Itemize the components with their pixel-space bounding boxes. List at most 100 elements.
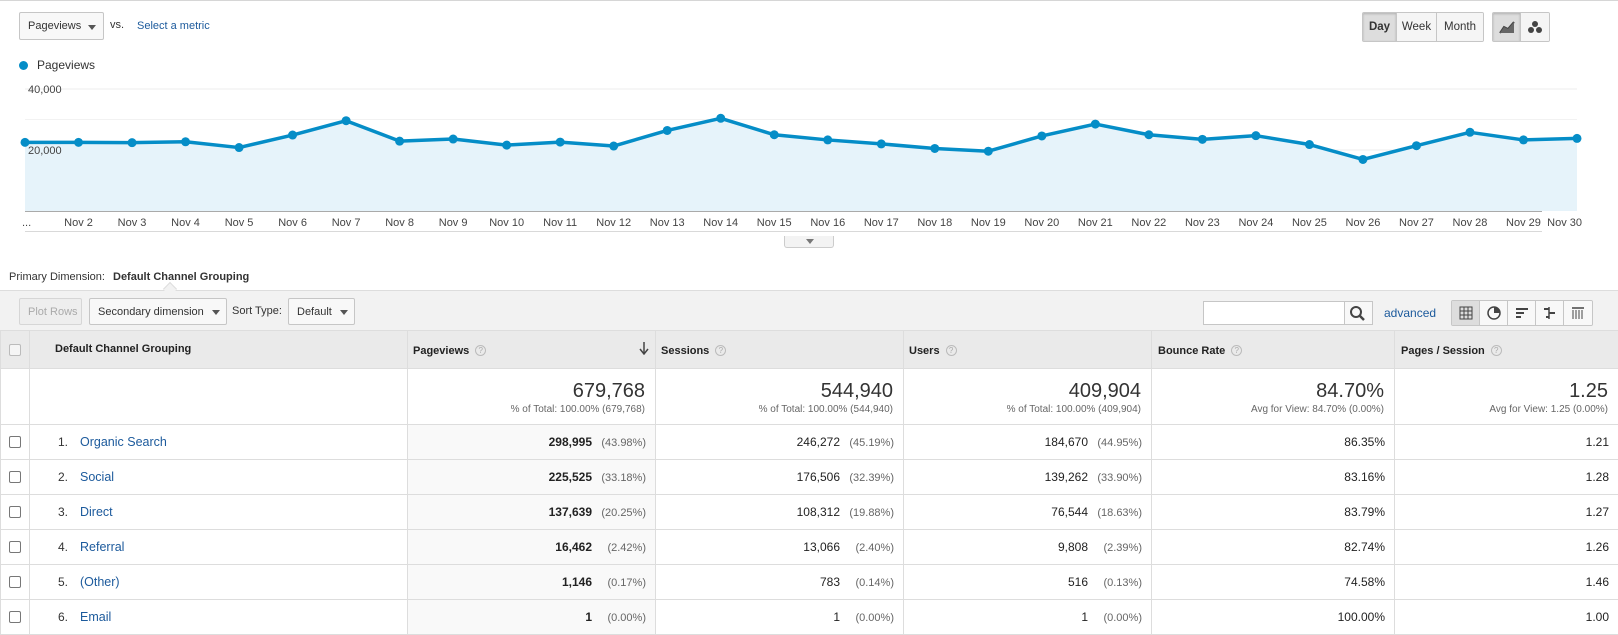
col-header-pageviews[interactable]: Pageviews?: [408, 331, 656, 369]
help-icon[interactable]: ?: [715, 345, 726, 356]
data-point: [181, 137, 190, 146]
month-button[interactable]: Month: [1437, 13, 1483, 41]
users-value: 139,262: [1045, 470, 1088, 484]
data-view-button[interactable]: [1452, 301, 1480, 325]
chart-type-toggle: [1492, 12, 1550, 42]
row-checkbox[interactable]: [9, 611, 21, 623]
data-point: [235, 143, 244, 152]
percentage-view-button[interactable]: [1480, 301, 1508, 325]
row-checkbox[interactable]: [9, 576, 21, 588]
data-point: [1305, 140, 1314, 149]
comparison-view-button[interactable]: [1536, 301, 1564, 325]
data-point: [770, 130, 779, 139]
total-sessions: 544,940: [656, 369, 903, 403]
pageviews-value: 225,525: [549, 470, 592, 484]
bounce-rate-value: 83.16%: [1344, 470, 1385, 484]
sessions-percent: (19.88%): [840, 507, 894, 519]
line-chart-button[interactable]: [1493, 13, 1521, 41]
sort-descending-icon[interactable]: [639, 342, 649, 355]
col-header-pages-session[interactable]: Pages / Session?: [1395, 331, 1618, 369]
data-point: [1358, 155, 1367, 164]
pivot-view-button[interactable]: [1564, 301, 1592, 325]
pageviews-percent: (0.00%): [592, 612, 646, 624]
select-metric-link[interactable]: Select a metric: [137, 20, 210, 32]
col-header-pageviews-label: Pageviews: [413, 345, 469, 357]
help-icon[interactable]: ?: [1231, 345, 1242, 356]
chart-resize-handle[interactable]: [784, 236, 834, 248]
select-all-checkbox[interactable]: [9, 344, 21, 356]
metric-dropdown[interactable]: Pageviews: [19, 12, 104, 40]
data-point: [1465, 128, 1474, 137]
motion-chart-button[interactable]: [1521, 13, 1549, 41]
chevron-down-icon: [212, 310, 220, 315]
table-search-input[interactable]: [1203, 301, 1345, 325]
vs-label: vs.: [110, 19, 124, 31]
day-button[interactable]: Day: [1363, 13, 1397, 41]
x-tick-label: Nov 14: [703, 217, 738, 229]
col-header-users[interactable]: Users?: [904, 331, 1152, 369]
col-header-sessions[interactable]: Sessions?: [656, 331, 904, 369]
users-value: 516: [1068, 575, 1088, 589]
y-tick-label: 20,000: [28, 145, 62, 157]
channel-link[interactable]: (Other): [80, 575, 120, 589]
legend-label: Pageviews: [37, 58, 95, 72]
x-tick-label: Nov 4: [171, 217, 200, 229]
data-point: [1198, 135, 1207, 144]
pageviews-value: 1: [585, 610, 592, 624]
bounce-rate-value: 86.35%: [1344, 435, 1385, 449]
sessions-value: 108,312: [797, 505, 840, 519]
x-tick-label: ...: [22, 217, 31, 229]
x-tick-label: Nov 23: [1185, 217, 1220, 229]
pageviews-value: 137,639: [549, 505, 592, 519]
users-value: 76,544: [1051, 505, 1088, 519]
row-checkbox[interactable]: [9, 436, 21, 448]
channel-link[interactable]: Social: [80, 470, 114, 484]
col-header-bounce-rate[interactable]: Bounce Rate?: [1152, 331, 1395, 369]
pageviews-value: 16,462: [555, 540, 592, 554]
col-header-pages-session-label: Pages / Session: [1401, 345, 1485, 357]
total-sessions-note: % of Total: 100.00% (544,940): [656, 403, 903, 415]
x-tick-label: Nov 15: [757, 217, 792, 229]
row-checkbox[interactable]: [9, 471, 21, 483]
pageviews-value: 1,146: [562, 575, 592, 589]
col-header-sessions-label: Sessions: [661, 345, 709, 357]
row-checkbox[interactable]: [9, 541, 21, 553]
pages-session-value: 1.27: [1586, 505, 1609, 519]
x-tick-label: Nov 28: [1453, 217, 1488, 229]
row-checkbox[interactable]: [9, 506, 21, 518]
advanced-filter-link[interactable]: advanced: [1384, 306, 1436, 320]
bounce-rate-value: 100.00%: [1338, 610, 1385, 624]
week-button[interactable]: Week: [1397, 13, 1437, 41]
channel-link[interactable]: Email: [80, 610, 111, 624]
data-point: [74, 138, 83, 147]
plot-rows-button[interactable]: Plot Rows: [19, 298, 82, 325]
data-point: [1037, 131, 1046, 140]
row-rank: 4.: [44, 540, 68, 554]
secondary-dimension-dropdown[interactable]: Secondary dimension: [89, 298, 227, 325]
pivot-view-icon: [1571, 306, 1585, 320]
sort-type-dropdown[interactable]: Default: [288, 298, 355, 325]
search-button[interactable]: [1345, 301, 1373, 325]
total-bounce-rate-note: Avg for View: 84.70% (0.00%): [1152, 403, 1394, 415]
channel-link[interactable]: Direct: [80, 505, 113, 519]
help-icon[interactable]: ?: [475, 345, 486, 356]
x-tick-label: Nov 17: [864, 217, 899, 229]
primary-dimension-value[interactable]: Default Channel Grouping: [113, 271, 249, 283]
line-chart-icon: [1499, 20, 1515, 34]
help-icon[interactable]: ?: [946, 345, 957, 356]
channel-link[interactable]: Organic Search: [80, 435, 167, 449]
performance-view-button[interactable]: [1508, 301, 1536, 325]
help-icon[interactable]: ?: [1491, 345, 1502, 356]
sessions-percent: (0.14%): [840, 577, 894, 589]
series-area: [25, 118, 1577, 211]
x-tick-label: Nov 5: [225, 217, 254, 229]
pageviews-percent: (0.17%): [592, 577, 646, 589]
channel-link[interactable]: Referral: [80, 540, 124, 554]
row-rank: 6.: [44, 610, 68, 624]
users-percent: (44.95%): [1088, 437, 1142, 449]
data-point: [609, 142, 618, 151]
sessions-percent: (2.40%): [840, 542, 894, 554]
pageviews-value: 298,995: [549, 435, 592, 449]
